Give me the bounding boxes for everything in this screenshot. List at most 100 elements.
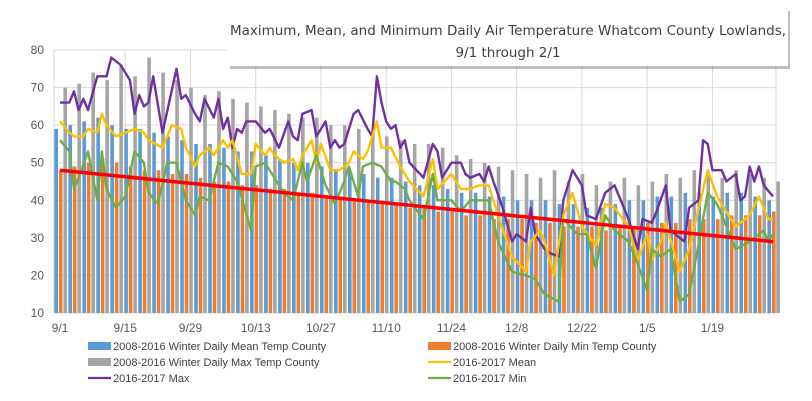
bar-min: [701, 219, 706, 313]
bar-max: [91, 72, 95, 314]
bar-min: [114, 162, 119, 313]
y-axis: 10 20 30 40 50 60 70 80: [31, 43, 45, 320]
bar-min: [198, 177, 203, 313]
bar-max: [622, 177, 627, 313]
bar-min: [757, 215, 762, 313]
legend-item: 2016-2017 Min: [428, 373, 526, 385]
bar-min: [632, 226, 636, 313]
bar-max: [468, 158, 473, 313]
x-tick-label: 12/8: [505, 321, 529, 335]
bar-mean: [320, 166, 324, 313]
bar-mean: [194, 143, 198, 313]
bar-max: [370, 132, 375, 313]
bar-max: [426, 143, 431, 313]
bar-max: [77, 83, 81, 313]
bar-max: [552, 170, 557, 313]
x-tick-label: 9/29: [179, 321, 203, 335]
bar-min: [771, 211, 776, 313]
bar-min: [226, 181, 231, 313]
bar-min: [58, 170, 63, 313]
bar-mean: [347, 170, 352, 313]
legend-label: 2008-2016 Winter Daily Min Temp County: [453, 341, 657, 353]
bar-min: [156, 170, 161, 313]
bar-min: [590, 226, 594, 313]
bar-max: [776, 181, 780, 313]
x-tick-label: 1/5: [639, 321, 656, 335]
bar-max: [273, 110, 277, 313]
bar-mean: [96, 117, 100, 313]
bar-mean: [767, 200, 771, 313]
x-tick-label: 10/27: [306, 321, 336, 335]
bar-max: [287, 113, 291, 313]
bar-max: [175, 80, 179, 313]
bar-min: [450, 211, 454, 313]
bar-mean: [264, 155, 268, 313]
bar-max: [384, 136, 389, 313]
bar-mean: [543, 200, 548, 313]
bar-mean: [236, 151, 240, 313]
bar-min: [422, 207, 426, 313]
bar-mean: [222, 147, 226, 313]
bar-mean: [711, 196, 716, 313]
bar-mean: [334, 170, 338, 313]
legend-swatch: [88, 342, 111, 350]
bar-mean: [54, 128, 58, 313]
bar-min: [310, 192, 315, 313]
bar-min: [72, 166, 77, 313]
bars: [54, 57, 780, 314]
bar-max: [147, 57, 151, 314]
bar-max: [203, 95, 207, 313]
bar-min: [562, 226, 566, 313]
bar-min: [436, 211, 440, 313]
bar-mean: [152, 132, 156, 313]
bar-min: [729, 215, 734, 313]
legend-item: 2016-2017 Mean: [428, 357, 536, 369]
bar-min: [100, 158, 105, 313]
bar-min: [478, 215, 482, 313]
legend-item: 2008-2016 Winter Daily Mean Temp County: [88, 341, 327, 353]
bar-mean: [515, 200, 520, 313]
bar-max: [748, 173, 753, 313]
bar-max: [329, 125, 333, 314]
bar-max: [692, 170, 697, 313]
y-tick-label: 70: [31, 81, 45, 95]
bar-max: [538, 177, 543, 313]
bar-min: [618, 226, 622, 313]
title-box-bg: [228, 8, 788, 66]
bar-mean: [250, 151, 254, 313]
legend-label: 2016-2017 Max: [113, 373, 190, 385]
x-tick-label: 9/15: [114, 321, 138, 335]
line-2016-2017-mean: [59, 112, 773, 277]
bar-mean: [208, 143, 212, 313]
bar-min: [338, 196, 343, 313]
bar-min: [548, 222, 552, 313]
bar-mean: [292, 162, 296, 313]
bar-mean: [585, 207, 590, 313]
bar-mean: [361, 173, 366, 313]
bar-mean: [529, 200, 534, 313]
bar-max: [440, 147, 445, 313]
bar-min: [170, 173, 175, 313]
legend: 2008-2016 Winter Daily Mean Temp County 2…: [88, 341, 657, 385]
trendline: [59, 168, 774, 244]
y-tick-label: 20: [31, 268, 45, 282]
bar-max: [161, 72, 165, 314]
legend-item: 2008-2016 Winter Daily Max Temp County: [88, 357, 320, 369]
chart-title-line1: Maximum, Mean, and Minimum Daily Air Tem…: [230, 23, 786, 39]
bar-min: [492, 219, 496, 313]
bar-max: [63, 87, 67, 313]
bar-min: [576, 226, 580, 313]
bar-max: [482, 162, 487, 313]
y-tick-label: 10: [31, 306, 45, 320]
bar-max: [664, 173, 669, 313]
bar-min: [282, 189, 287, 313]
legend-item: 2008-2016 Winter Daily Min Temp County: [428, 341, 657, 353]
bar-min: [184, 173, 189, 313]
chart-title-line2: 9/1 through 2/1: [455, 45, 560, 61]
bar-mean: [82, 121, 86, 313]
bar-mean: [571, 204, 576, 313]
bar-min: [142, 170, 147, 313]
bar-max: [245, 102, 249, 313]
bar-min: [324, 196, 329, 313]
